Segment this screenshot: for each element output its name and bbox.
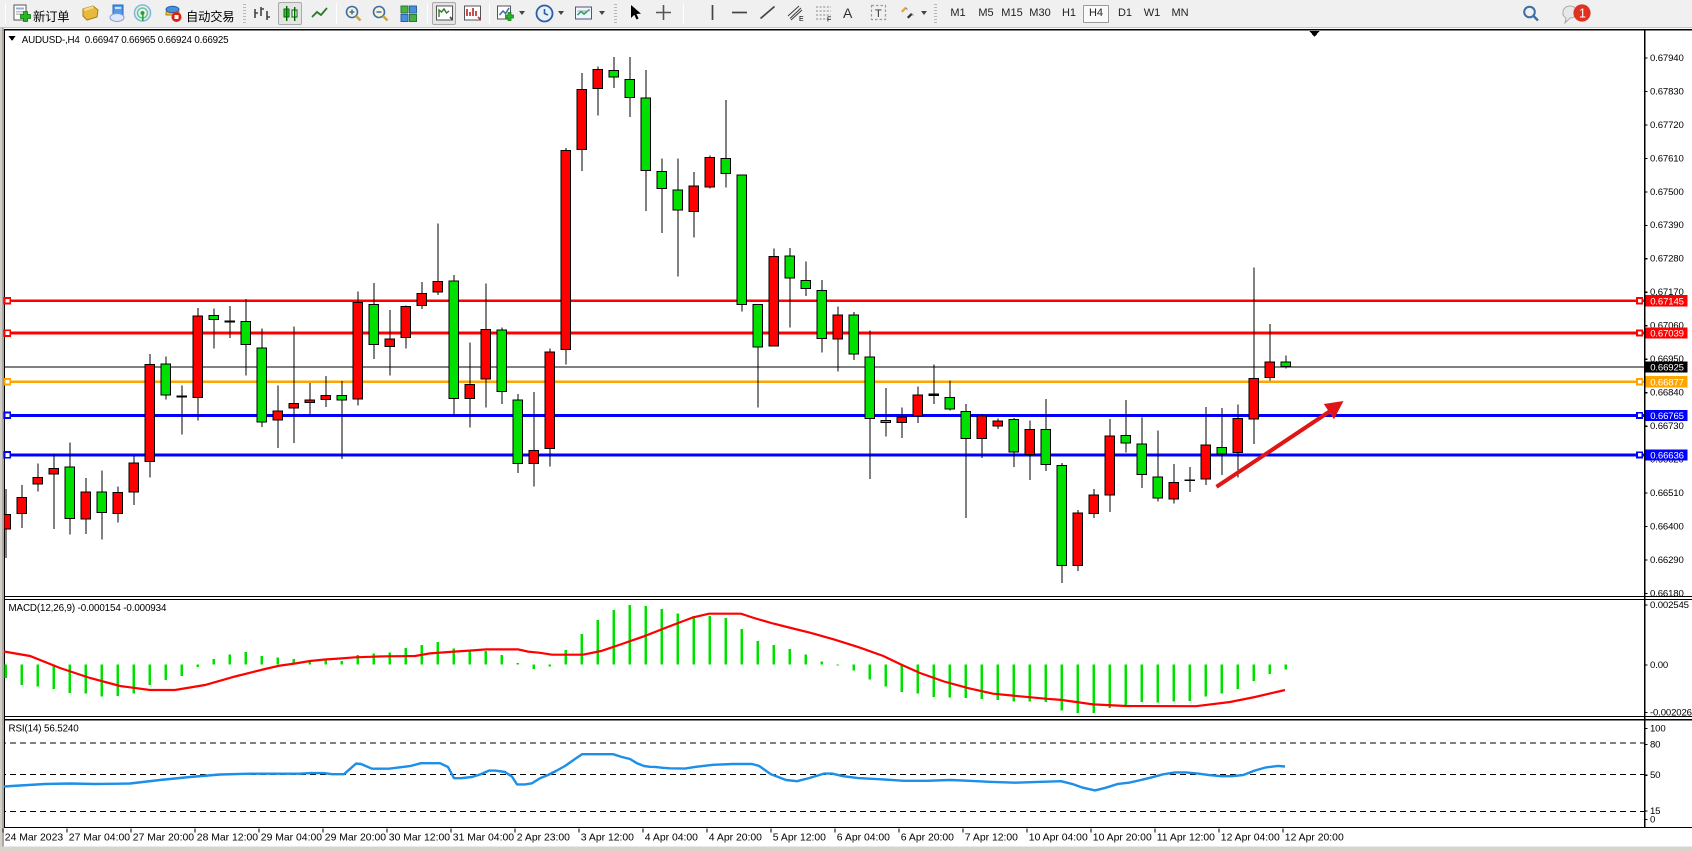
- svg-text:0.67060: 0.67060: [1650, 321, 1684, 332]
- svg-text:6 Apr 04:00: 6 Apr 04:00: [837, 833, 890, 844]
- svg-text:0.67145: 0.67145: [1650, 296, 1684, 307]
- svg-text:0.67720: 0.67720: [1650, 120, 1684, 131]
- svg-text:0.002545: 0.002545: [1650, 600, 1689, 611]
- svg-text:4 Apr 20:00: 4 Apr 20:00: [709, 833, 762, 844]
- svg-text:0.66730: 0.66730: [1650, 421, 1684, 432]
- svg-text:RSI(14) 56.5240: RSI(14) 56.5240: [9, 724, 80, 735]
- svg-text:12 Apr 20:00: 12 Apr 20:00: [1285, 833, 1344, 844]
- svg-text:29 Mar 20:00: 29 Mar 20:00: [325, 833, 386, 844]
- svg-text:28 Mar 12:00: 28 Mar 12:00: [197, 833, 258, 844]
- svg-text:T: T: [875, 8, 882, 20]
- svg-text:15: 15: [1650, 806, 1660, 817]
- svg-text:0.66636: 0.66636: [1650, 451, 1684, 462]
- svg-text:0.67610: 0.67610: [1650, 153, 1684, 164]
- svg-text:0.66180: 0.66180: [1650, 588, 1684, 599]
- svg-text:MACD(12,26,9) -0.000154 -0.000: MACD(12,26,9) -0.000154 -0.000934: [9, 603, 167, 614]
- svg-text:0.00: 0.00: [1650, 660, 1668, 671]
- svg-text:2 Apr 23:00: 2 Apr 23:00: [517, 833, 570, 844]
- svg-text:F: F: [827, 17, 831, 23]
- svg-text:0.66510: 0.66510: [1650, 488, 1684, 499]
- svg-text:10 Apr 20:00: 10 Apr 20:00: [1093, 833, 1152, 844]
- svg-text:50: 50: [1650, 770, 1660, 781]
- svg-text:0.66840: 0.66840: [1650, 388, 1684, 399]
- svg-text:0.67830: 0.67830: [1650, 86, 1684, 97]
- svg-text:29 Mar 04:00: 29 Mar 04:00: [261, 833, 322, 844]
- svg-text:0: 0: [1650, 814, 1655, 825]
- svg-text:3 Apr 12:00: 3 Apr 12:00: [581, 833, 634, 844]
- svg-text:5 Apr 12:00: 5 Apr 12:00: [773, 833, 826, 844]
- svg-text:1: 1: [1579, 7, 1586, 21]
- svg-text:0.66765: 0.66765: [1650, 411, 1684, 422]
- svg-text:0.66290: 0.66290: [1650, 555, 1684, 566]
- svg-text:80: 80: [1650, 740, 1660, 751]
- svg-text:12 Apr 04:00: 12 Apr 04:00: [1221, 833, 1280, 844]
- svg-text:-0.002026: -0.002026: [1650, 708, 1692, 719]
- svg-text:0.67500: 0.67500: [1650, 187, 1684, 198]
- svg-text:0.66925: 0.66925: [1650, 362, 1684, 373]
- svg-text:0.67390: 0.67390: [1650, 220, 1684, 231]
- svg-text:27 Mar 20:00: 27 Mar 20:00: [133, 833, 194, 844]
- svg-text:11 Apr 12:00: 11 Apr 12:00: [1157, 833, 1215, 844]
- svg-text:7 Apr 12:00: 7 Apr 12:00: [965, 833, 1018, 844]
- svg-text:6 Apr 20:00: 6 Apr 20:00: [901, 833, 954, 844]
- svg-text:0.67039: 0.67039: [1650, 329, 1684, 340]
- svg-text:0.67170: 0.67170: [1650, 287, 1684, 298]
- svg-text:0.67280: 0.67280: [1650, 254, 1684, 265]
- svg-text:0.66877: 0.66877: [1650, 377, 1684, 388]
- svg-text:0.67940: 0.67940: [1650, 53, 1684, 64]
- svg-text:31 Mar 04:00: 31 Mar 04:00: [453, 833, 514, 844]
- svg-text:E: E: [799, 16, 804, 22]
- svg-text:30 Mar 12:00: 30 Mar 12:00: [389, 833, 450, 844]
- svg-text:AUDUSD-,H4 0.66947 0.66965 0.: AUDUSD-,H4 0.66947 0.66965 0.66924 0.669…: [22, 35, 229, 46]
- svg-text:10 Apr 04:00: 10 Apr 04:00: [1029, 833, 1088, 844]
- svg-text:100: 100: [1650, 724, 1666, 735]
- svg-text:0.66400: 0.66400: [1650, 522, 1684, 533]
- svg-text:27 Mar 04:00: 27 Mar 04:00: [69, 833, 130, 844]
- svg-text:0.66950: 0.66950: [1650, 354, 1684, 365]
- svg-text:4 Apr 04:00: 4 Apr 04:00: [645, 833, 698, 844]
- svg-text:24 Mar 2023: 24 Mar 2023: [5, 833, 64, 844]
